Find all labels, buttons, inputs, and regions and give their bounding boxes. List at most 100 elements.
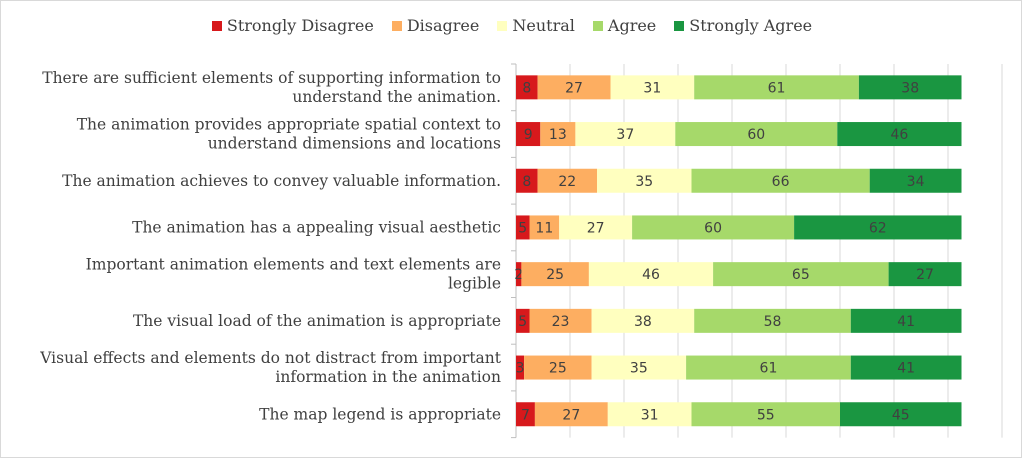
bar-segment xyxy=(516,355,525,380)
data-label: 3 xyxy=(516,361,525,377)
bar-segment xyxy=(516,215,530,240)
data-label: 5 xyxy=(518,220,527,236)
data-label: 11 xyxy=(535,220,553,236)
bar-segment xyxy=(516,168,538,193)
category-label-line: understand dimensions and locations xyxy=(208,135,501,153)
bar-segment xyxy=(858,75,962,100)
legend-item: Strongly Disagree xyxy=(211,16,374,35)
data-label: 55 xyxy=(757,407,775,423)
data-label: 8 xyxy=(522,80,531,96)
bar-segment xyxy=(588,262,714,287)
bar-segment xyxy=(840,402,962,427)
legend-item: Strongly Agree xyxy=(674,16,812,35)
data-label: 60 xyxy=(704,220,722,236)
data-label: 2 xyxy=(514,267,523,283)
data-label: 61 xyxy=(768,80,786,96)
data-label: 45 xyxy=(892,407,910,423)
data-label: 25 xyxy=(546,267,564,283)
data-label: 8 xyxy=(522,174,531,190)
legend-label: Neutral xyxy=(512,16,575,35)
data-label: 31 xyxy=(643,80,661,96)
data-label: 35 xyxy=(630,361,648,377)
data-label: 9 xyxy=(524,127,533,143)
data-label: 41 xyxy=(897,361,915,377)
data-label: 62 xyxy=(869,220,887,236)
category-label-line: The map legend is appropriate xyxy=(259,405,501,423)
data-label: 46 xyxy=(890,127,908,143)
category-label-line: The animation achieves to convey valuabl… xyxy=(62,172,501,190)
data-label: 65 xyxy=(792,267,810,283)
category-label-line: Important animation elements and text el… xyxy=(86,256,501,274)
data-label: 5 xyxy=(518,314,527,330)
legend-swatch xyxy=(592,20,603,31)
category-label-line: information in the animation xyxy=(275,368,501,386)
legend-swatch xyxy=(391,20,402,31)
bar-segment xyxy=(524,355,592,380)
data-label: 23 xyxy=(552,314,570,330)
bar-segment xyxy=(529,215,560,240)
bar-segment xyxy=(607,402,692,427)
data-label: 31 xyxy=(641,407,659,423)
category-label-line: There are sufficient elements of support… xyxy=(42,69,501,87)
bar-segment xyxy=(888,262,962,287)
data-label: 37 xyxy=(616,127,634,143)
bar-segment xyxy=(591,308,695,333)
bar-segment xyxy=(516,308,530,333)
legend-item: Neutral xyxy=(497,16,575,35)
data-label: 34 xyxy=(907,174,925,190)
data-label: 27 xyxy=(587,220,605,236)
category-label-line: Visual effects and elements do not distr… xyxy=(39,349,502,367)
bar-segment xyxy=(632,215,795,240)
category-label-line: understand the animation. xyxy=(292,88,501,106)
category-label-line: The animation has a appealing visual aes… xyxy=(132,218,501,236)
legend-label: Strongly Agree xyxy=(689,16,813,35)
legend: Strongly Disagree Disagree Neutral Agree Str… xyxy=(1,16,1021,35)
data-label: 27 xyxy=(916,267,934,283)
category-label-line: The visual load of the animation is appr… xyxy=(133,312,501,330)
data-label: 58 xyxy=(764,314,782,330)
data-label: 38 xyxy=(901,80,919,96)
category-label: The animation provides appropriate spati… xyxy=(77,116,501,153)
category-label-line: The animation provides appropriate spati… xyxy=(77,116,501,134)
data-label: 38 xyxy=(634,314,652,330)
bar-segment xyxy=(597,168,692,193)
category-label: There are sufficient elements of support… xyxy=(42,69,501,106)
category-label: The animation achieves to convey valuabl… xyxy=(62,172,501,190)
bar-segment xyxy=(794,215,962,240)
bar-segment xyxy=(691,402,840,427)
data-label: 66 xyxy=(772,174,790,190)
category-label: Important animation elements and text el… xyxy=(86,256,501,293)
category-label-line: legible xyxy=(448,275,501,293)
data-label: 27 xyxy=(562,407,580,423)
bar-segment xyxy=(591,355,687,380)
data-label: 27 xyxy=(565,80,583,96)
data-label: 25 xyxy=(549,361,567,377)
bar-segment xyxy=(675,122,838,147)
legend-label: Agree xyxy=(607,16,657,35)
legend-swatch xyxy=(497,20,508,31)
legend-label: Disagree xyxy=(406,16,480,35)
bar-segment xyxy=(850,308,962,333)
data-label: 22 xyxy=(558,174,576,190)
bar-segment xyxy=(686,355,851,380)
bar-segment xyxy=(610,75,695,100)
legend-swatch xyxy=(674,20,685,31)
data-label: 61 xyxy=(760,361,778,377)
bar-segment xyxy=(516,122,541,147)
bar-segment xyxy=(521,262,589,287)
data-label: 13 xyxy=(549,127,567,143)
data-label: 7 xyxy=(521,407,530,423)
data-label: 46 xyxy=(642,267,660,283)
category-label: The animation has a appealing visual aes… xyxy=(132,218,501,236)
bar-segment xyxy=(540,122,576,147)
bar-segment xyxy=(850,355,962,380)
category-label: The visual load of the animation is appr… xyxy=(133,312,501,330)
bar-segment xyxy=(537,168,597,193)
bar-segment xyxy=(869,168,962,193)
bar-segment xyxy=(713,262,889,287)
bar-segment xyxy=(516,75,538,100)
data-label: 60 xyxy=(747,127,765,143)
bar-segment xyxy=(516,262,522,287)
